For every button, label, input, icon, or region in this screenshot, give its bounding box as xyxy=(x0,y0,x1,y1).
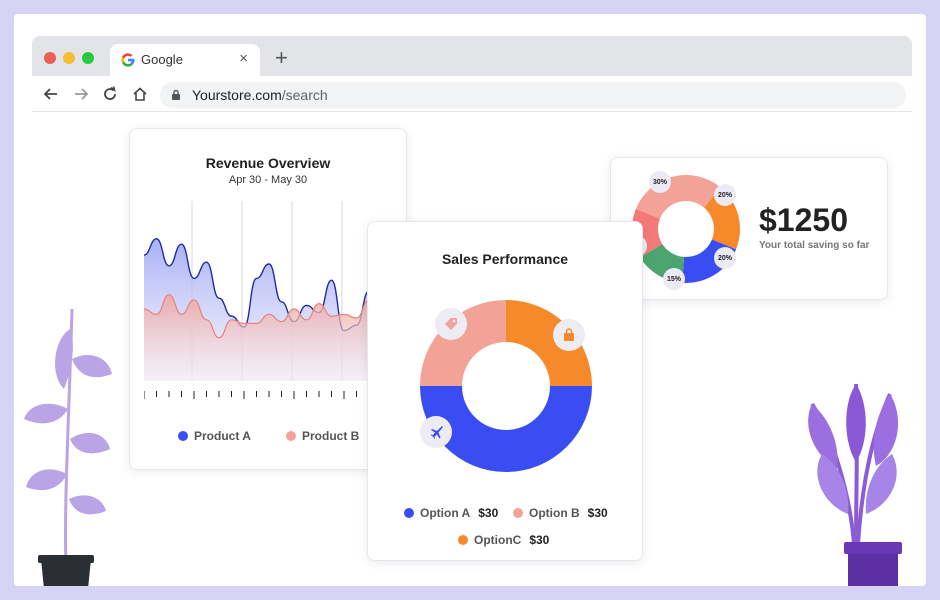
badge-20-bottom: 20% xyxy=(714,247,736,269)
legend-product-b: Product B xyxy=(286,429,359,443)
badge-15-bottom: 15% xyxy=(663,268,685,290)
legend-swatch xyxy=(404,508,414,518)
browser-chrome: Google × + Yourstore.co xyxy=(32,36,912,112)
shopping-bag-icon-bubble xyxy=(553,319,585,351)
legend-label: Product B xyxy=(302,429,360,443)
legend-swatch xyxy=(286,431,296,441)
shopping-bag-icon xyxy=(564,328,574,341)
legend-product-a: Product A xyxy=(178,429,251,443)
badge-20-top: 20% xyxy=(714,184,736,206)
reload-icon[interactable] xyxy=(101,85,119,103)
legend-option-c: OptionC $30 xyxy=(458,533,549,547)
legend-amount: $30 xyxy=(478,506,499,520)
legend-option-a: Option A $30 xyxy=(404,506,498,520)
series-line-product-b xyxy=(144,293,394,339)
savings-card: 30% 20% 20% 15% 15% $1250 Your total sav… xyxy=(610,157,888,300)
revenue-area-chart xyxy=(144,201,394,399)
airplane-icon xyxy=(430,426,443,439)
tab-close-button[interactable]: × xyxy=(239,50,248,67)
plant-left-illustration xyxy=(24,308,112,586)
legend-label: Product A xyxy=(194,429,251,443)
tag-icon-bubble xyxy=(435,308,467,340)
legend-amount: $30 xyxy=(529,533,550,547)
legend-label: OptionC xyxy=(474,533,522,547)
revenue-subtitle: Apr 30 - May 30 xyxy=(228,174,308,186)
sales-title: Sales Performance xyxy=(441,251,569,267)
legend-label: Option A xyxy=(420,506,471,520)
donut-slice-option-b xyxy=(420,300,506,386)
sales-donut-chart xyxy=(420,300,592,472)
window-minimize-dot[interactable] xyxy=(63,52,75,64)
legend-swatch xyxy=(178,431,188,441)
donut-slice-option-a xyxy=(420,386,592,472)
revenue-title: Revenue Overview xyxy=(205,155,331,171)
new-tab-button[interactable]: + xyxy=(275,45,288,70)
legend-label: Option B xyxy=(529,506,580,520)
legend-swatch xyxy=(458,535,468,545)
google-logo-icon xyxy=(121,53,135,67)
address-bar[interactable]: Yourstore.com/search xyxy=(160,82,906,108)
sales-performance-card: Sales Performance Option A $30 xyxy=(367,221,643,561)
window-maximize-dot[interactable] xyxy=(82,52,94,64)
donut-slice-optionc xyxy=(506,300,592,386)
legend-amount: $30 xyxy=(587,506,608,520)
revenue-overview-card: Revenue Overview Apr 30 - May 30 Product… xyxy=(129,128,407,470)
badge-30: 30% xyxy=(649,171,671,193)
url-path: /search xyxy=(281,87,328,103)
plant-right-illustration xyxy=(808,383,902,586)
window-close-dot[interactable] xyxy=(44,52,56,64)
airplane-icon-bubble xyxy=(420,416,452,448)
legend-option-b: Option B $30 xyxy=(513,506,608,520)
browser-tab[interactable]: Google × xyxy=(110,44,260,76)
tab-title: Google xyxy=(141,52,183,67)
saving-value: $1250 xyxy=(759,202,848,238)
legend-swatch xyxy=(513,508,523,518)
saving-caption: Your total saving so far xyxy=(759,240,870,251)
url-host: Yourstore.com xyxy=(192,87,282,103)
lock-icon xyxy=(172,89,180,100)
browser-toolbar: Yourstore.com/search xyxy=(32,76,912,112)
back-arrow-icon[interactable] xyxy=(42,85,60,103)
tag-icon xyxy=(445,318,457,330)
home-icon[interactable] xyxy=(131,85,149,103)
address-url: Yourstore.com/search xyxy=(192,87,328,103)
browser-window: Google × + Yourstore.co xyxy=(14,14,926,586)
forward-arrow-icon[interactable] xyxy=(72,85,90,103)
